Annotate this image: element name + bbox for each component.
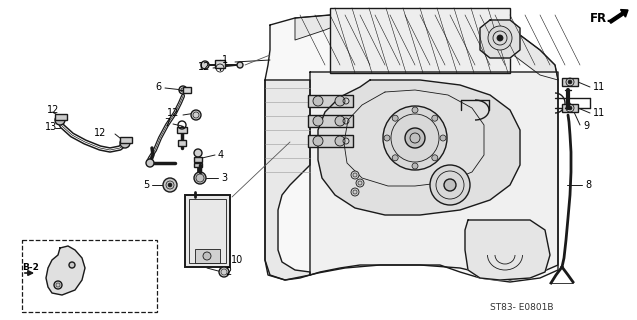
- Circle shape: [146, 159, 154, 167]
- Bar: [308, 95, 353, 107]
- Circle shape: [432, 155, 438, 161]
- Text: 4: 4: [218, 150, 224, 160]
- Circle shape: [568, 106, 572, 110]
- Polygon shape: [318, 80, 520, 215]
- Text: 2: 2: [225, 267, 231, 277]
- Circle shape: [356, 179, 364, 187]
- Circle shape: [488, 26, 512, 50]
- FancyArrow shape: [609, 10, 628, 23]
- Bar: [178, 140, 186, 146]
- Bar: [120, 137, 132, 143]
- Polygon shape: [295, 11, 558, 80]
- Polygon shape: [46, 246, 85, 295]
- Circle shape: [351, 188, 359, 196]
- Circle shape: [412, 107, 418, 113]
- Text: 12: 12: [167, 108, 179, 118]
- Circle shape: [54, 281, 62, 289]
- Circle shape: [168, 183, 172, 187]
- Circle shape: [430, 165, 470, 205]
- Circle shape: [392, 155, 398, 161]
- Text: 11: 11: [593, 108, 605, 118]
- Bar: [562, 104, 578, 112]
- Circle shape: [313, 96, 323, 106]
- Circle shape: [383, 106, 447, 170]
- Text: 13: 13: [45, 122, 57, 132]
- Circle shape: [444, 179, 456, 191]
- Circle shape: [497, 35, 503, 41]
- Bar: [215, 60, 225, 68]
- Circle shape: [412, 163, 418, 169]
- Circle shape: [191, 110, 201, 120]
- Text: 8: 8: [585, 180, 591, 190]
- Text: 12: 12: [47, 105, 59, 115]
- Circle shape: [432, 115, 438, 121]
- Bar: [189, 199, 226, 263]
- Circle shape: [335, 96, 345, 106]
- Circle shape: [219, 267, 229, 277]
- Circle shape: [179, 86, 187, 94]
- Circle shape: [335, 136, 345, 146]
- Text: 3: 3: [221, 173, 227, 183]
- Circle shape: [392, 115, 398, 121]
- Bar: [185, 195, 230, 267]
- Bar: [330, 8, 510, 73]
- Text: 6: 6: [156, 82, 162, 92]
- Polygon shape: [265, 11, 558, 282]
- Circle shape: [351, 171, 359, 179]
- Bar: [55, 114, 67, 120]
- Circle shape: [203, 252, 211, 260]
- Text: 12: 12: [197, 62, 210, 72]
- Text: ST83- E0801B: ST83- E0801B: [490, 303, 554, 313]
- Circle shape: [55, 115, 65, 125]
- Polygon shape: [265, 80, 310, 280]
- Circle shape: [568, 80, 572, 84]
- Circle shape: [440, 135, 446, 141]
- Polygon shape: [465, 220, 550, 280]
- Circle shape: [120, 138, 130, 148]
- Bar: [562, 78, 578, 86]
- Bar: [308, 115, 353, 127]
- Bar: [183, 87, 191, 93]
- Text: 11: 11: [593, 82, 605, 92]
- Bar: [195, 249, 220, 263]
- Circle shape: [313, 136, 323, 146]
- Polygon shape: [310, 72, 558, 280]
- Circle shape: [313, 116, 323, 126]
- Text: B-2: B-2: [22, 262, 39, 271]
- Circle shape: [237, 62, 243, 68]
- Text: 5: 5: [143, 180, 149, 190]
- Bar: [308, 135, 353, 147]
- Text: 9: 9: [583, 121, 589, 131]
- Circle shape: [201, 61, 209, 69]
- Text: 1: 1: [222, 55, 228, 65]
- Polygon shape: [480, 20, 520, 58]
- Bar: [194, 163, 202, 167]
- Circle shape: [335, 116, 345, 126]
- Text: FR.: FR.: [590, 12, 612, 25]
- Bar: [194, 157, 202, 162]
- Circle shape: [163, 178, 177, 192]
- Bar: [22, 240, 157, 312]
- Text: 7: 7: [164, 118, 170, 128]
- Polygon shape: [310, 75, 555, 260]
- Circle shape: [194, 172, 206, 184]
- Text: 12: 12: [94, 128, 106, 138]
- Text: 10: 10: [231, 255, 243, 265]
- Circle shape: [69, 262, 75, 268]
- Circle shape: [384, 135, 390, 141]
- Bar: [177, 127, 187, 133]
- Circle shape: [405, 128, 425, 148]
- Circle shape: [194, 149, 202, 157]
